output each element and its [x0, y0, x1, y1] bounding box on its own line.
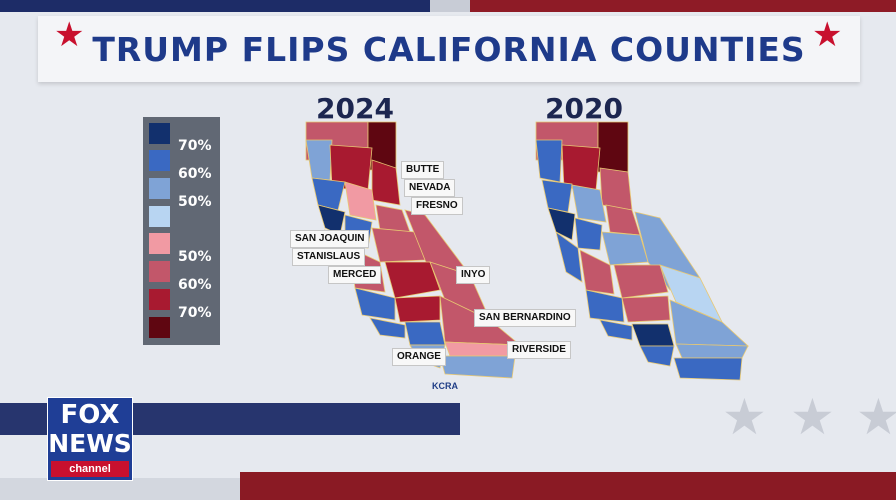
- legend-swatch-rep-lean: [149, 233, 170, 254]
- star-icon-right: ★: [812, 16, 843, 54]
- legend-swatch-rep-50: [149, 261, 170, 282]
- legend-label: 70%: [178, 138, 212, 154]
- decorative-star-icon: ★: [856, 389, 896, 445]
- map-year-2024: 2024: [316, 92, 394, 125]
- legend-swatch-rep-60: [149, 289, 170, 310]
- legend-swatch-dem-lean: [149, 206, 170, 227]
- top-navy-stripe: [0, 0, 440, 12]
- star-icon-left: ★: [54, 16, 85, 54]
- logo-text-news: NEWS: [48, 429, 132, 458]
- county-label-orange: ORANGE: [392, 348, 446, 366]
- decorative-star-icon: ★: [790, 389, 835, 445]
- logo-text-fox: FOX: [60, 400, 120, 430]
- county-label-nevada: NEVADA: [404, 179, 456, 197]
- legend-label: 60%: [178, 166, 212, 182]
- legend-swatch-dem-70: [149, 123, 170, 144]
- bottom-red-band: [240, 472, 896, 500]
- county-label-riverside: RIVERSIDE: [507, 341, 571, 359]
- legend-swatch-rep-70: [149, 317, 170, 338]
- county-label-butte: BUTTE: [401, 161, 445, 179]
- county-label-merced: MERCED: [328, 266, 382, 284]
- county-label-inyo: INYO: [456, 266, 491, 284]
- top-red-stripe: [470, 0, 896, 12]
- bottom-gray-band: [0, 478, 240, 500]
- legend-label: 60%: [178, 277, 212, 293]
- title-banner: TRUMP FLIPS CALIFORNIA COUNTIES: [38, 16, 860, 82]
- legend-label: 70%: [178, 305, 212, 321]
- legend-swatch-dem-60: [149, 150, 170, 171]
- fox-news-logo: FOX NEWS channel: [47, 397, 133, 481]
- top-gray-stripe: [430, 0, 470, 12]
- county-label-san-bernardino: SAN BERNARDINO: [474, 309, 576, 327]
- page-title: TRUMP FLIPS CALIFORNIA COUNTIES: [92, 29, 806, 69]
- color-legend: 70% 60% 50% 50% 60% 70%: [143, 117, 220, 345]
- county-label-fresno: FRESNO: [411, 197, 463, 215]
- map-year-2020: 2020: [545, 92, 623, 125]
- logo-text-channel: channel: [51, 461, 129, 477]
- legend-label: 50%: [178, 194, 212, 210]
- source-credit: KCRA: [432, 381, 458, 391]
- legend-label: 50%: [178, 249, 212, 265]
- county-label-san-joaquin: SAN JOAQUIN: [290, 230, 370, 248]
- county-label-stanislaus: STANISLAUS: [292, 248, 366, 266]
- decorative-star-icon: ★: [722, 389, 767, 445]
- legend-swatch-dem-50: [149, 178, 170, 199]
